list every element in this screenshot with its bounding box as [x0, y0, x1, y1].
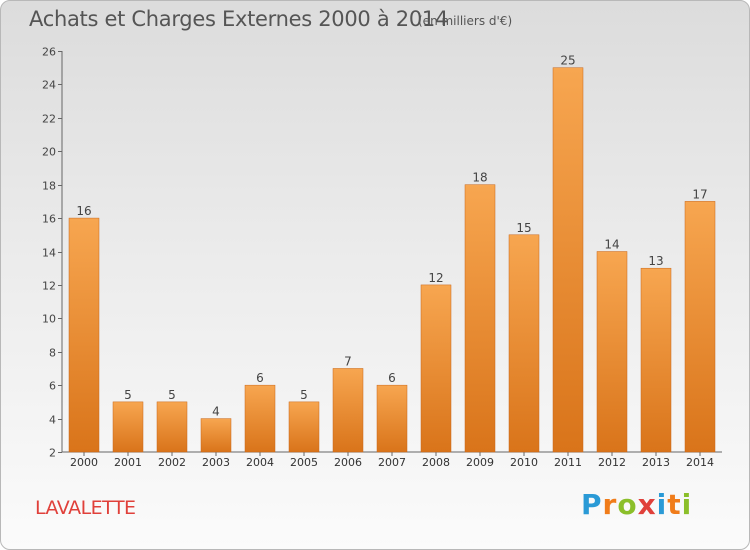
bar-value-label: 12 — [428, 271, 443, 285]
chart-subtitle: (en milliers d'€) — [418, 14, 513, 28]
y-tick-label: 2 — [49, 447, 56, 460]
bar — [640, 267, 672, 453]
logo-letter: t — [667, 488, 682, 521]
x-tick-label: 2009 — [466, 456, 494, 469]
x-tick-label: 2005 — [290, 456, 318, 469]
x-tick-label: 2006 — [334, 456, 362, 469]
x-tick-label: 2014 — [686, 456, 714, 469]
bar — [508, 234, 540, 453]
x-tick-label: 2004 — [246, 456, 274, 469]
bar-value-label: 6 — [256, 371, 264, 385]
bar-value-label: 5 — [124, 388, 132, 402]
bar — [288, 401, 320, 453]
y-tick-label: 12 — [42, 280, 56, 293]
y-tick-label: 26 — [42, 46, 56, 59]
y-tick-label: 18 — [42, 180, 56, 193]
y-tick-label: 20 — [42, 146, 56, 159]
y-tick-label: 14 — [42, 247, 56, 260]
logo-letter: x — [637, 488, 657, 521]
y-tick-label: 16 — [42, 213, 56, 226]
logo-letter: P — [581, 488, 603, 521]
logo-letter: r — [602, 488, 618, 521]
bar-value-label: 16 — [76, 204, 91, 218]
proxiti-logo: Proxiti — [581, 488, 692, 521]
logo-letter: o — [617, 488, 638, 521]
bar — [112, 401, 144, 453]
x-tick-label: 2001 — [114, 456, 142, 469]
bar-value-label: 25 — [560, 54, 575, 68]
chart-title: Achats et Charges Externes 2000 à 2014 — [29, 7, 449, 31]
bar — [596, 251, 628, 453]
logo-letter: i — [681, 488, 693, 521]
bar — [464, 184, 496, 453]
bar-value-label: 5 — [300, 388, 308, 402]
y-tick-label: 6 — [49, 380, 56, 393]
bar-value-label: 17 — [692, 187, 707, 201]
logo-letter: i — [656, 488, 668, 521]
bar-value-label: 4 — [212, 405, 220, 419]
bar-value-label: 6 — [388, 371, 396, 385]
bar — [200, 418, 232, 453]
x-tick-label: 2010 — [510, 456, 538, 469]
bar — [552, 67, 584, 453]
bar — [68, 217, 100, 453]
bar — [376, 384, 408, 453]
bar — [684, 201, 716, 453]
bar — [244, 384, 276, 453]
bar — [156, 401, 188, 453]
y-tick-label: 24 — [42, 79, 56, 92]
x-tick-label: 2011 — [554, 456, 582, 469]
x-tick-label: 2012 — [598, 456, 626, 469]
y-tick-label: 4 — [49, 414, 56, 427]
x-tick-label: 2007 — [378, 456, 406, 469]
bar-value-label: 7 — [344, 354, 352, 368]
x-tick-label: 2013 — [642, 456, 670, 469]
x-tick-label: 2003 — [202, 456, 230, 469]
bar — [332, 368, 364, 453]
bar — [420, 284, 452, 453]
bar-value-label: 5 — [168, 388, 176, 402]
x-tick-label: 2000 — [70, 456, 98, 469]
bar-value-label: 18 — [472, 171, 487, 185]
commune-name: LAVALETTE — [35, 497, 136, 519]
y-tick-label: 8 — [49, 347, 56, 360]
bar-value-label: 13 — [648, 254, 663, 268]
bar-value-label: 14 — [604, 238, 619, 252]
x-tick-label: 2002 — [158, 456, 186, 469]
x-tick-label: 2008 — [422, 456, 450, 469]
bar-value-label: 15 — [516, 221, 531, 235]
y-tick-label: 10 — [42, 313, 56, 326]
y-tick-label: 22 — [42, 113, 56, 126]
